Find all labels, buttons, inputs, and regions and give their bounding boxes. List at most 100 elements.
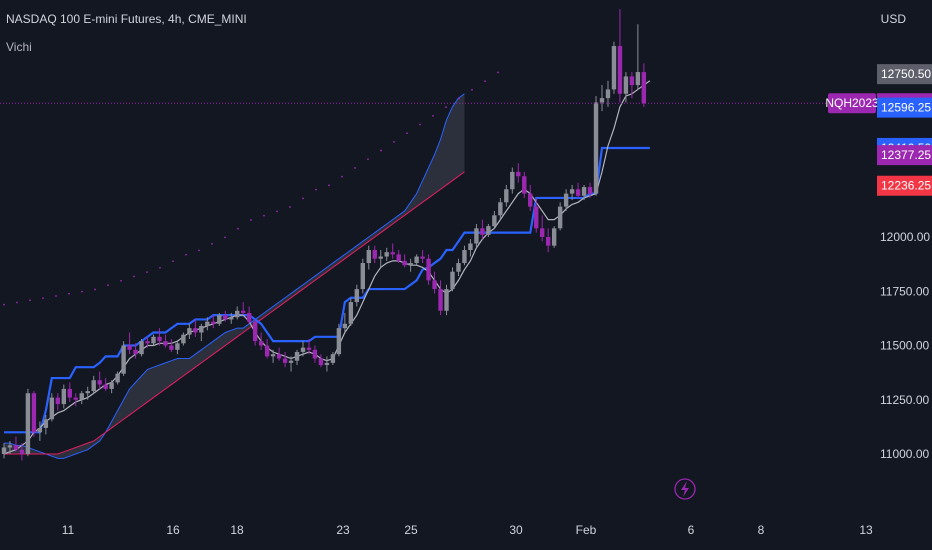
candle-body <box>510 171 515 190</box>
lagging-span-dot <box>172 260 174 263</box>
kijun-sen-line <box>4 146 650 434</box>
candle-body <box>49 397 55 420</box>
candle-body <box>348 302 354 324</box>
candle-body <box>246 312 252 322</box>
candle-body <box>528 193 533 207</box>
price-tag-value: 12377.25 <box>881 148 931 162</box>
price-tag-value: 12236.25 <box>881 179 931 193</box>
lagging-span-dot <box>29 299 31 302</box>
x-tick-label: 8 <box>758 523 765 537</box>
candle-body <box>19 449 25 454</box>
candle-body <box>378 256 383 259</box>
candle-body <box>557 206 563 229</box>
candle-body <box>354 289 360 303</box>
candle-body <box>599 98 605 103</box>
candle-body <box>593 102 599 194</box>
lagging-span-dot <box>211 242 213 245</box>
lagging-span-dot <box>198 249 200 252</box>
candle-body <box>414 256 419 264</box>
indicator-name[interactable]: Vichi <box>6 40 32 54</box>
candle-body <box>13 445 19 450</box>
symbol-title: NASDAQ 100 E-mini Futures, 4h, CME_MINI <box>6 12 247 26</box>
lagging-span-dot <box>484 80 486 83</box>
lagging-span-dot <box>458 97 460 100</box>
lagging-span-dot <box>68 292 70 295</box>
candle-body <box>211 321 216 324</box>
candle-body <box>187 328 192 335</box>
lagging-span-dot <box>432 114 434 117</box>
candle-body <box>199 325 204 333</box>
candle-body <box>372 250 377 259</box>
candle-body <box>444 289 449 311</box>
candle-body <box>474 228 479 244</box>
candle-body <box>545 237 551 246</box>
candle-body <box>145 341 150 344</box>
candle-body <box>486 226 491 235</box>
price-tag-bg <box>877 97 932 118</box>
candle-body <box>456 263 461 272</box>
candle-body <box>103 384 108 389</box>
candle-body <box>611 46 617 90</box>
candle-body <box>402 260 407 266</box>
candle-body <box>31 393 37 433</box>
lagging-span-dot <box>81 290 83 293</box>
candle-body <box>223 315 228 320</box>
candle-body <box>420 256 425 259</box>
candle-body <box>581 187 587 196</box>
candle-body <box>235 310 240 318</box>
x-tick-label: 16 <box>166 523 180 537</box>
candle-body <box>288 360 294 363</box>
candle-body <box>270 354 276 357</box>
candle-body <box>181 334 186 344</box>
candle-body <box>264 345 270 357</box>
lagging-span-dot <box>341 175 343 178</box>
candle-body <box>342 323 348 329</box>
lagging-span-dot <box>367 158 369 161</box>
candle-body <box>330 354 336 363</box>
candle-body <box>605 89 611 99</box>
candle-body <box>390 252 395 255</box>
candle-body <box>175 343 180 350</box>
candle-body <box>522 176 527 194</box>
candle-body <box>73 397 78 400</box>
candle-body <box>360 263 365 290</box>
candle-body <box>306 347 312 350</box>
candle-body <box>408 263 413 266</box>
lagging-span-dot <box>237 227 239 230</box>
candle-body <box>276 354 282 359</box>
candle-body <box>468 243 473 251</box>
lagging-span-dot <box>185 253 187 256</box>
lagging-span-dot <box>42 297 44 300</box>
lagging-span-dot <box>406 132 408 135</box>
candle-body <box>426 258 431 281</box>
candle-body <box>67 388 72 398</box>
senkou-span-b-line <box>4 171 465 455</box>
candle-body <box>205 321 210 326</box>
candle-body <box>516 171 521 177</box>
candle-body <box>252 321 258 342</box>
candle-body <box>294 352 300 361</box>
price-tag-bg <box>877 175 932 196</box>
candle-body <box>37 427 43 433</box>
x-tick-label: 6 <box>688 523 695 537</box>
candle-body <box>55 397 61 405</box>
candle-body <box>629 76 635 86</box>
symbol-tag-bg <box>828 93 876 114</box>
candle-body <box>127 345 132 350</box>
candle-body <box>366 250 371 264</box>
lagging-span-dot <box>354 167 356 169</box>
lightning-icon <box>674 478 696 500</box>
candle-body <box>492 215 497 227</box>
candle-body <box>396 254 401 261</box>
currency-label[interactable]: USD <box>880 12 906 26</box>
y-tick-label: 11000.00 <box>880 447 929 461</box>
candle-body <box>480 228 485 235</box>
lagging-span-dot <box>16 301 18 304</box>
y-tick-label: 11500.00 <box>880 339 929 353</box>
senkou-span-a-line <box>4 93 465 459</box>
symbol-tag-label: NQH2023 <box>825 96 879 110</box>
candle-body <box>115 373 120 383</box>
candle-body <box>282 358 288 363</box>
